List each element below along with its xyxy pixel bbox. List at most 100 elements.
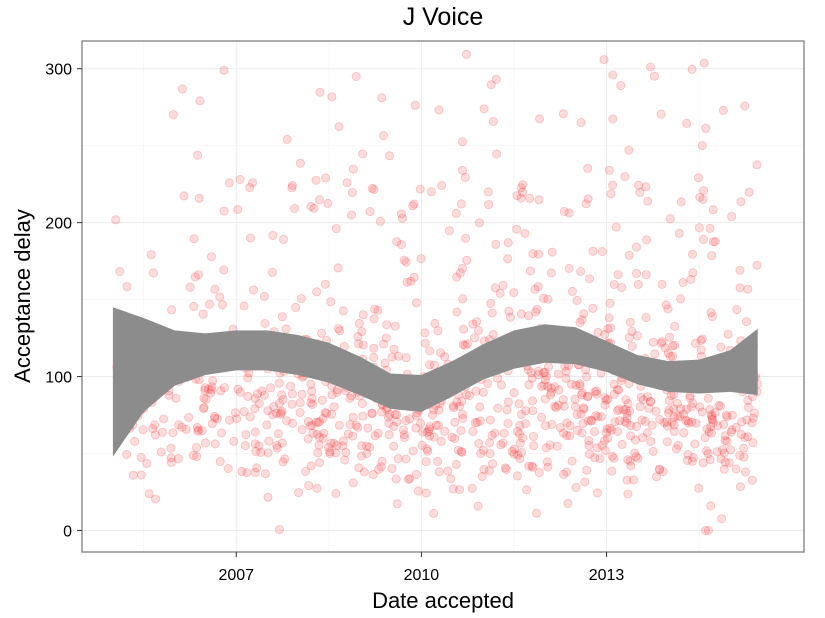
data-point xyxy=(669,426,679,436)
data-point xyxy=(584,440,594,450)
data-point xyxy=(552,441,562,451)
data-point xyxy=(637,415,647,425)
data-point xyxy=(358,411,368,421)
data-point xyxy=(517,447,527,457)
data-point xyxy=(719,448,729,458)
data-point xyxy=(696,345,706,355)
data-point xyxy=(486,80,496,90)
data-point xyxy=(748,413,758,423)
data-point xyxy=(353,332,363,342)
data-point xyxy=(524,380,534,390)
data-point xyxy=(531,307,541,317)
data-point xyxy=(529,441,539,451)
data-point xyxy=(278,395,288,405)
data-point xyxy=(736,197,746,207)
data-point xyxy=(296,294,306,304)
data-point xyxy=(329,438,339,448)
data-point xyxy=(455,268,465,278)
data-point xyxy=(635,187,645,197)
data-point xyxy=(658,467,668,477)
data-point xyxy=(458,340,468,350)
data-point xyxy=(622,475,632,485)
data-point xyxy=(609,379,619,389)
data-point xyxy=(358,149,368,159)
data-point xyxy=(425,346,435,356)
data-point xyxy=(251,446,261,456)
data-point xyxy=(475,416,485,426)
data-point xyxy=(262,420,272,430)
data-point xyxy=(448,401,458,411)
data-point xyxy=(305,421,315,431)
data-point xyxy=(743,402,753,412)
data-point xyxy=(274,525,284,535)
data-point xyxy=(534,468,544,478)
data-point xyxy=(502,405,512,415)
data-point xyxy=(422,427,432,437)
data-point xyxy=(215,456,225,466)
data-point xyxy=(611,222,621,232)
data-point xyxy=(307,386,317,396)
data-point xyxy=(570,402,580,412)
data-point xyxy=(318,413,328,423)
data-point xyxy=(413,486,423,496)
data-point xyxy=(684,418,694,428)
data-point xyxy=(632,268,642,278)
data-point xyxy=(543,462,553,472)
data-point xyxy=(269,401,279,411)
data-point xyxy=(142,458,152,468)
data-point xyxy=(329,402,339,412)
data-point xyxy=(426,187,436,197)
data-point xyxy=(583,163,593,173)
data-point xyxy=(582,372,592,382)
data-point xyxy=(342,178,352,188)
data-point xyxy=(191,443,201,453)
data-point xyxy=(485,415,495,425)
data-point xyxy=(561,366,571,376)
data-point xyxy=(743,432,753,442)
data-point xyxy=(315,87,325,97)
data-point xyxy=(452,272,462,282)
data-point xyxy=(450,417,460,427)
data-point xyxy=(173,454,183,464)
data-point xyxy=(585,449,595,459)
data-point xyxy=(469,333,479,343)
data-point xyxy=(458,413,468,423)
data-point xyxy=(528,406,538,416)
data-point xyxy=(315,458,325,468)
data-point xyxy=(307,393,317,403)
data-point xyxy=(534,366,544,376)
data-point xyxy=(168,110,178,120)
data-point xyxy=(567,379,577,389)
data-point xyxy=(436,436,446,446)
data-point xyxy=(274,398,284,408)
data-point xyxy=(393,454,403,464)
data-point xyxy=(384,151,394,161)
data-point xyxy=(567,456,577,466)
data-point xyxy=(128,470,138,480)
data-point xyxy=(703,526,713,536)
data-point xyxy=(194,270,204,280)
data-point xyxy=(470,418,480,428)
data-point xyxy=(657,337,667,347)
data-point xyxy=(669,412,679,422)
data-point xyxy=(401,416,411,426)
data-point xyxy=(565,421,575,431)
data-point xyxy=(601,395,611,405)
data-point xyxy=(665,214,675,224)
data-point xyxy=(369,314,379,324)
data-point xyxy=(268,410,278,420)
data-point xyxy=(272,408,282,418)
data-point xyxy=(539,368,549,378)
data-point xyxy=(461,49,471,59)
data-point xyxy=(429,508,439,518)
data-point xyxy=(665,332,675,342)
data-point xyxy=(605,298,615,308)
x-tick-label: 2010 xyxy=(404,567,440,584)
data-point xyxy=(626,461,636,471)
data-point xyxy=(429,432,439,442)
data-point xyxy=(323,198,333,208)
data-point xyxy=(498,280,508,290)
data-point xyxy=(275,409,285,419)
data-point xyxy=(434,467,444,477)
data-point xyxy=(468,426,478,436)
